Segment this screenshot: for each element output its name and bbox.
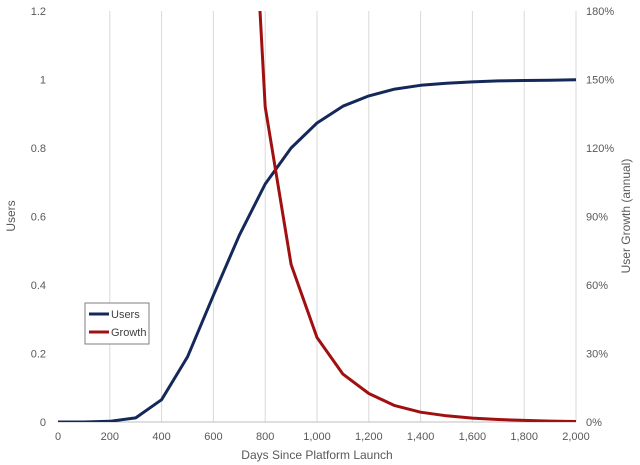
y2-tick-label: 180%	[586, 6, 614, 18]
x-tick-label: 1,600	[459, 431, 487, 443]
y-tick-label: 1.2	[31, 6, 46, 18]
vertical-gridlines	[109, 11, 577, 422]
y-axis-title: Users	[4, 200, 18, 231]
x-tick-label: 1,400	[407, 431, 435, 443]
legend-label-users: Users	[111, 309, 140, 321]
legend-box	[84, 302, 150, 345]
x-tick-label: 600	[204, 431, 222, 443]
series-lines	[58, 11, 576, 422]
y-tick-label: 0.6	[31, 212, 46, 224]
tick-labels: 0 200 400 600 800 1,000 1,200 1,400 1,600 1,800 2,…	[31, 6, 615, 443]
x-tick-label: 800	[256, 431, 274, 443]
x-axis-title: Days Since Platform Launch	[241, 448, 392, 462]
y-tick-label: 1	[40, 75, 46, 87]
y-tick-label: 0.4	[31, 280, 46, 292]
legend: Users Growth	[84, 302, 150, 345]
x-tick-label: 0	[55, 431, 61, 443]
series-line-growth	[258, 11, 576, 422]
x-tick-label: 1,800	[510, 431, 538, 443]
y2-tick-label: 60%	[586, 280, 608, 292]
series-line-users	[58, 78, 576, 422]
x-tick-label: 400	[152, 431, 170, 443]
legend-label-growth: Growth	[111, 327, 146, 339]
x-tick-label: 200	[101, 431, 119, 443]
y2-tick-label: 90%	[586, 212, 608, 224]
y-tick-label: 0	[40, 417, 46, 429]
y-tick-label: 0.2	[31, 349, 46, 361]
x-tick-label: 1,000	[303, 431, 331, 443]
y2-tick-label: 150%	[586, 75, 614, 87]
y2-tick-label: 30%	[586, 349, 608, 361]
x-tick-label: 1,200	[355, 431, 383, 443]
x-tick-label: 2,000	[562, 431, 590, 443]
y2-tick-label: 120%	[586, 143, 614, 155]
y2-axis-title: User Growth (annual)	[619, 159, 633, 274]
y-tick-label: 0.8	[31, 143, 46, 155]
y2-tick-label: 0%	[586, 417, 602, 429]
